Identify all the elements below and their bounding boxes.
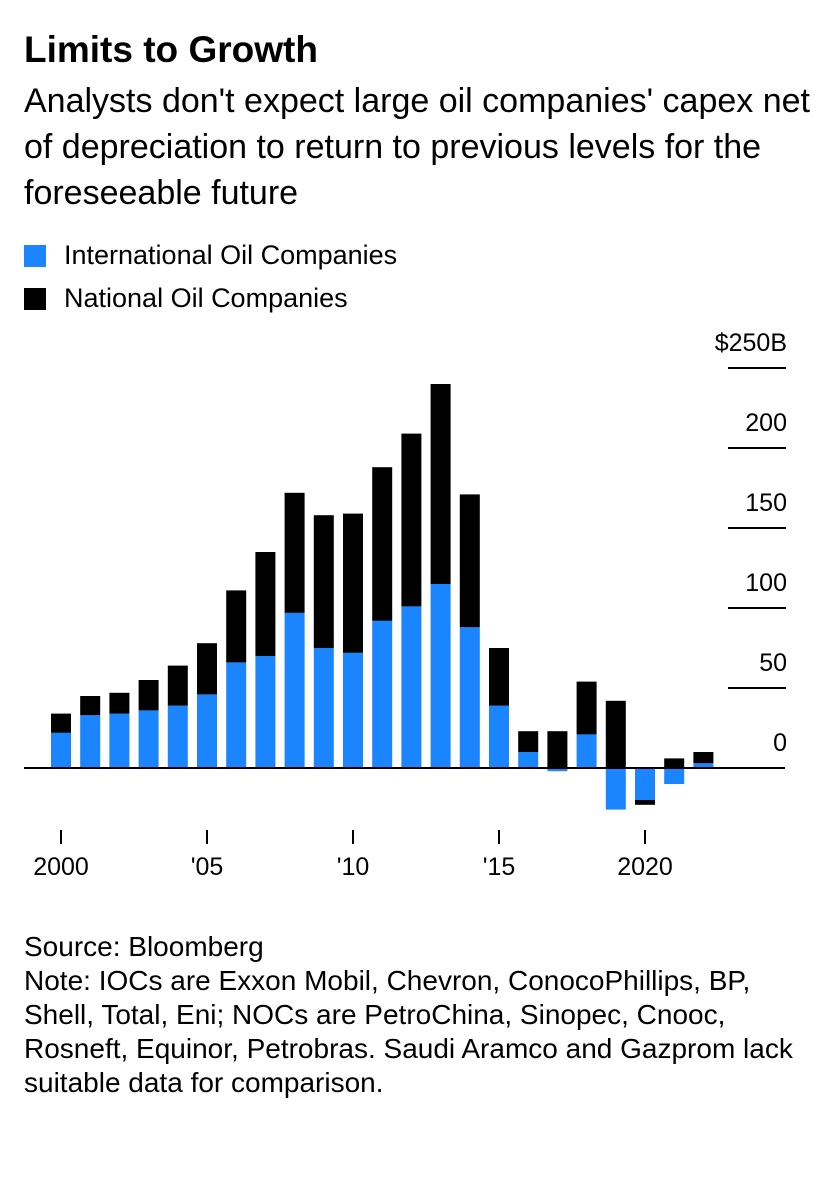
bar-international-2000	[51, 732, 71, 768]
bars-group	[51, 384, 714, 810]
bar-international-2015	[489, 705, 509, 768]
legend-swatch-international	[24, 244, 46, 267]
bar-international-2018	[576, 734, 597, 768]
bar-national-2008	[284, 492, 305, 613]
bar-national-2004	[167, 665, 188, 706]
bar-international-2021	[664, 768, 685, 784]
bar-national-2018	[576, 681, 597, 735]
bar-international-2006	[226, 662, 247, 768]
bar-national-2013	[430, 384, 451, 584]
bar-international-2005	[197, 694, 217, 768]
x-axis: 2000 '05 '10 '15 2020	[33, 830, 673, 881]
legend-item-international: International Oil Companies	[24, 234, 397, 277]
bar-chart: 0 50 100 150 200 $250B 2000 '05 '10 '15 2020	[24, 329, 787, 881]
y-axis: 0 50 100 150 200 $250B	[24, 329, 787, 769]
bar-national-2009	[313, 515, 334, 648]
y-tick-label-250: $250B	[715, 329, 787, 357]
bar-national-2014	[459, 494, 480, 628]
bar-national-2010	[343, 513, 363, 653]
legend: International Oil Companies National Oil…	[24, 234, 397, 320]
bar-national-2019	[605, 700, 626, 768]
bar-national-2021	[664, 758, 685, 768]
bar-national-2002	[109, 692, 130, 714]
bar-national-2005	[197, 643, 217, 695]
bar-international-2007	[255, 656, 276, 768]
bar-international-2014	[459, 627, 480, 768]
bar-international-2002	[109, 713, 130, 768]
bar-international-2012	[401, 606, 422, 768]
bar-international-2008	[284, 612, 305, 768]
y-tick-label-200: 200	[745, 409, 787, 437]
bar-international-2017	[547, 768, 568, 772]
legend-label-international: International Oil Companies	[64, 240, 398, 270]
bar-national-2000	[51, 713, 71, 733]
legend-swatch-national	[24, 287, 46, 310]
bar-national-2003	[138, 680, 159, 711]
chart-subtitle: Analysts don't expect large oil companie…	[24, 82, 810, 212]
bar-international-2009	[313, 648, 334, 768]
y-tick-label-50: 50	[759, 649, 787, 677]
bar-international-2010	[343, 652, 363, 768]
bar-international-2016	[518, 752, 539, 768]
y-tick-label-150: 150	[745, 489, 787, 517]
bar-national-2012	[401, 433, 422, 607]
x-tick-label-2015: '15	[483, 853, 516, 881]
bar-international-2019	[605, 768, 626, 810]
x-tick-label-2020: 2020	[617, 853, 673, 881]
y-tick-label-0: 0	[773, 729, 787, 757]
bar-international-2020	[635, 768, 655, 800]
note-text: Note: IOCs are Exxon Mobil, Chevron, Con…	[24, 965, 793, 1098]
bar-national-2017	[547, 731, 568, 768]
bar-international-2013	[430, 584, 451, 768]
bar-national-2020	[635, 800, 655, 805]
x-tick-label-2000: 2000	[33, 853, 89, 881]
source-text: Source: Bloomberg	[24, 931, 264, 962]
bar-national-2016	[518, 731, 539, 752]
bar-national-2007	[255, 552, 276, 656]
bar-international-2003	[138, 710, 159, 768]
bar-international-2022	[693, 763, 714, 768]
bar-national-2006	[226, 590, 247, 663]
x-tick-label-2010: '10	[337, 853, 370, 881]
bar-international-2004	[167, 705, 188, 768]
x-tick-label-2005: '05	[191, 853, 224, 881]
bar-national-2001	[80, 696, 101, 716]
bar-international-2011	[372, 620, 393, 768]
y-tick-label-100: 100	[745, 569, 787, 597]
footer: Source: Bloomberg Note: IOCs are Exxon M…	[24, 930, 814, 1100]
bar-national-2011	[372, 467, 393, 621]
bar-national-2015	[489, 648, 509, 706]
chart-title: Limits to Growth	[24, 29, 318, 70]
legend-label-national: National Oil Companies	[64, 283, 348, 313]
legend-item-national: National Oil Companies	[24, 277, 397, 320]
bar-national-2022	[693, 752, 714, 764]
bar-international-2001	[80, 715, 101, 768]
